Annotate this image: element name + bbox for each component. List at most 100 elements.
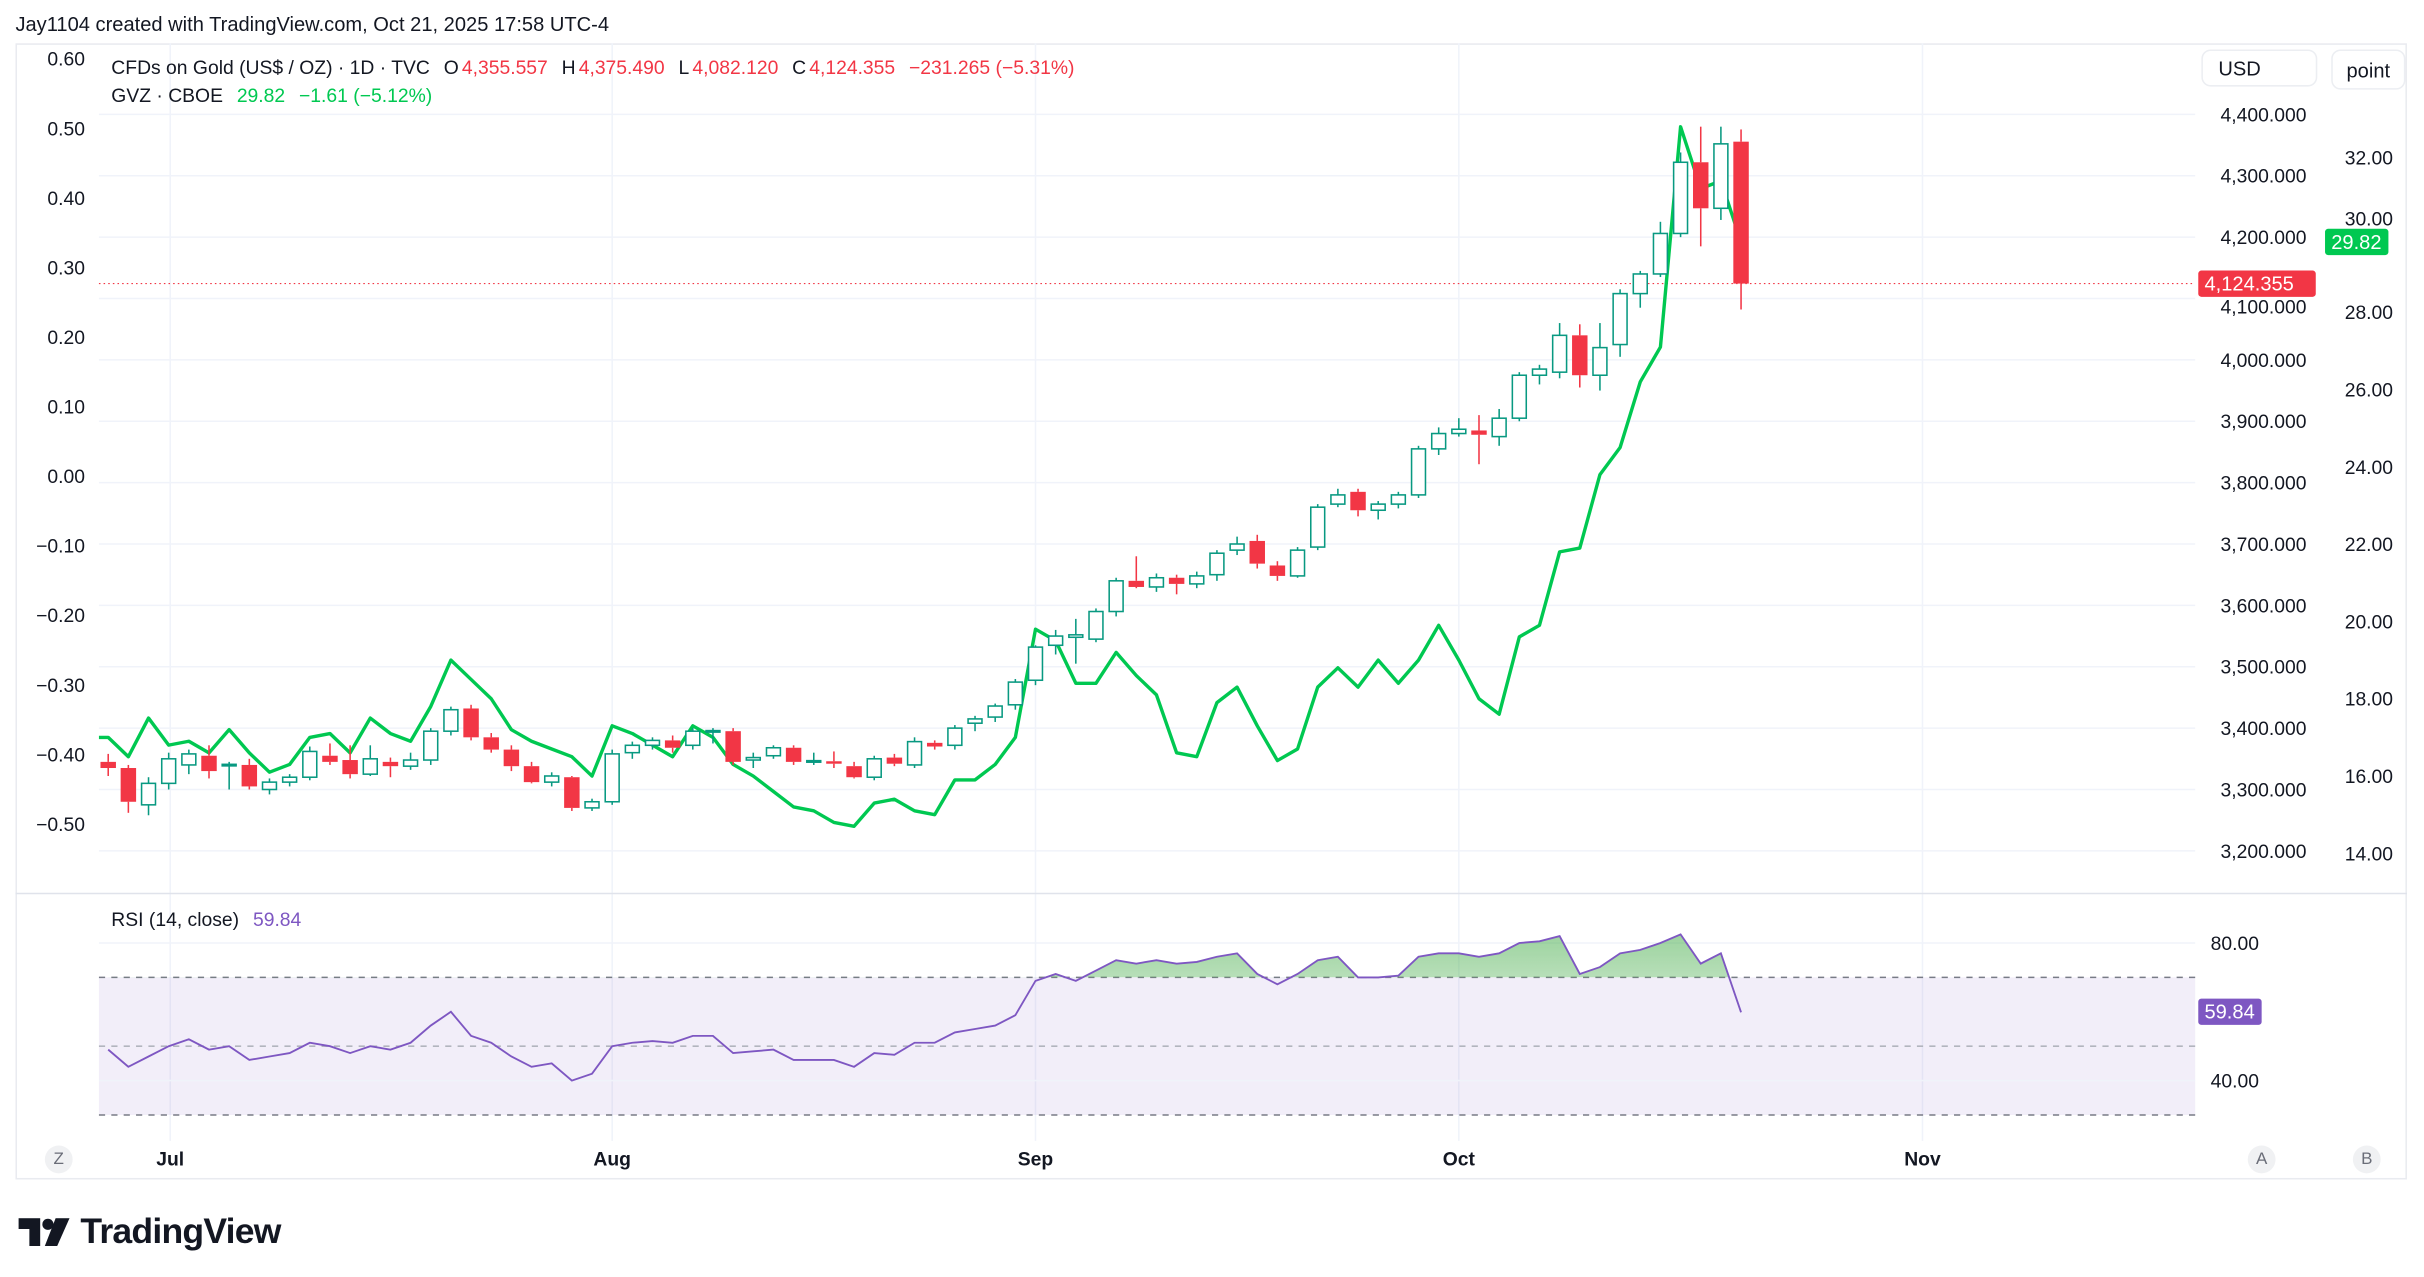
candle xyxy=(1088,608,1104,643)
rsi-legend: RSI (14, close) 59.84 xyxy=(111,909,304,931)
chart-frame xyxy=(15,43,2407,1180)
candle-body-down xyxy=(1249,540,1265,564)
candle-body-up xyxy=(866,758,882,778)
low-label: L xyxy=(678,57,690,79)
price-tick-label: 3,800.000 xyxy=(2221,474,2307,495)
candle xyxy=(1612,289,1628,357)
price-tick-label: 4,300.000 xyxy=(2221,167,2307,188)
candle xyxy=(947,725,963,750)
candle xyxy=(523,761,540,784)
candle-body-down xyxy=(342,760,358,775)
gvz-tick-label: 18.00 xyxy=(2345,690,2393,711)
unit-button[interactable]: point xyxy=(2331,49,2406,90)
gvz-tick-label: 30.00 xyxy=(2345,210,2393,231)
gvz-symbol[interactable]: GVZ · CBOE xyxy=(111,85,223,107)
price-tick-label: 4,400.000 xyxy=(2221,105,2307,126)
left-tick-label: −0.50 xyxy=(36,815,85,836)
last-price-badge: 4,124.355 xyxy=(2198,270,2316,297)
candle xyxy=(1370,501,1386,520)
candle xyxy=(221,761,237,790)
candle xyxy=(1148,573,1165,592)
candle-body-up xyxy=(160,758,177,785)
candle xyxy=(160,752,177,790)
candle xyxy=(342,745,358,779)
candle-body-up xyxy=(1430,432,1447,450)
candle xyxy=(1027,645,1044,686)
left-tick-label: −0.40 xyxy=(36,745,85,766)
axis-labels: 4,400.000 4,300.000 4,200.000 4,100.000 4,00… xyxy=(36,50,2393,1093)
price-tick-label: 3,500.000 xyxy=(2221,658,2307,679)
change-value: −231.265 (−5.31%) xyxy=(909,57,1075,79)
candle-body-up xyxy=(1309,506,1326,548)
candle xyxy=(402,752,419,770)
candle xyxy=(1289,547,1306,578)
gvz-tick-label: 16.00 xyxy=(2345,767,2393,788)
zoom-reset-button[interactable]: Z xyxy=(44,1145,73,1174)
rsi-value: 59.84 xyxy=(252,908,302,931)
candle xyxy=(1309,504,1326,551)
candle-body-up xyxy=(221,763,237,767)
candle-body-up xyxy=(967,718,983,724)
left-tick-label: 0.40 xyxy=(47,189,85,210)
candle-body-down xyxy=(463,708,479,738)
candle xyxy=(1249,534,1265,569)
candle xyxy=(1430,427,1447,456)
candle-body-down xyxy=(241,764,258,787)
candle xyxy=(362,745,379,776)
month-label-jul: Jul xyxy=(156,1148,185,1171)
gvz-tick-label: 24.00 xyxy=(2345,458,2393,479)
close-value: 4,124.355 xyxy=(809,57,896,79)
price-tick-label: 3,900.000 xyxy=(2221,412,2307,433)
candle-body-up xyxy=(1551,334,1568,373)
candle xyxy=(322,743,338,765)
candle-body-up xyxy=(362,758,379,775)
currency-button[interactable]: USD xyxy=(2201,49,2318,87)
open-value: 4,355.557 xyxy=(461,57,548,79)
month-label-aug: Aug xyxy=(593,1148,631,1171)
left-tick-label: −0.10 xyxy=(36,537,85,558)
candle-body-down xyxy=(826,761,842,764)
rsi-last-badge: 59.84 xyxy=(2198,999,2261,1026)
candle-body-down xyxy=(564,777,580,808)
rsi-overbought-area xyxy=(108,934,1742,978)
tradingview-logo[interactable]: TradingView xyxy=(18,1210,281,1252)
candle xyxy=(765,745,782,759)
candle-body-down xyxy=(523,766,540,783)
candle-body-down xyxy=(201,755,217,772)
candle-body-down xyxy=(382,761,399,767)
candle-body-down xyxy=(322,755,338,762)
log-scale-button[interactable]: B xyxy=(2352,1145,2381,1174)
candle-body-down xyxy=(1693,162,1709,209)
candle xyxy=(140,777,157,816)
left-tick-label: −0.30 xyxy=(36,676,85,697)
candle xyxy=(302,746,318,781)
symbol-title[interactable]: CFDs on Gold (US$ / OZ) · 1D · TVC xyxy=(111,57,430,79)
candle xyxy=(745,752,762,769)
candle-body-up xyxy=(1592,346,1608,377)
candle-body-up xyxy=(745,756,762,761)
candle xyxy=(1713,126,1729,220)
left-tick-label: 0.00 xyxy=(47,467,85,488)
candle xyxy=(1168,574,1185,595)
rsi-title[interactable]: RSI (14, close) xyxy=(111,908,240,931)
candle-body-up xyxy=(423,730,439,761)
candle-body-up xyxy=(1451,428,1467,435)
candle-body-up xyxy=(806,759,822,763)
candle-body-up xyxy=(1189,575,1205,585)
candle-body-down xyxy=(100,761,116,769)
candle xyxy=(1128,556,1145,589)
candles-layer xyxy=(100,126,1749,816)
candle-body-up xyxy=(1652,232,1669,275)
candle-body-up xyxy=(1209,552,1225,576)
candle xyxy=(1330,488,1346,508)
auto-scale-button[interactable]: A xyxy=(2247,1145,2276,1174)
close-label: C xyxy=(792,57,807,79)
candle xyxy=(201,745,217,779)
price-tick-label: 4,000.000 xyxy=(2221,351,2307,372)
rsi-pane xyxy=(98,933,2196,1116)
candle-body-up xyxy=(1713,143,1729,210)
candle xyxy=(886,753,903,767)
month-label-sep: Sep xyxy=(1017,1148,1054,1171)
candle xyxy=(624,741,641,759)
